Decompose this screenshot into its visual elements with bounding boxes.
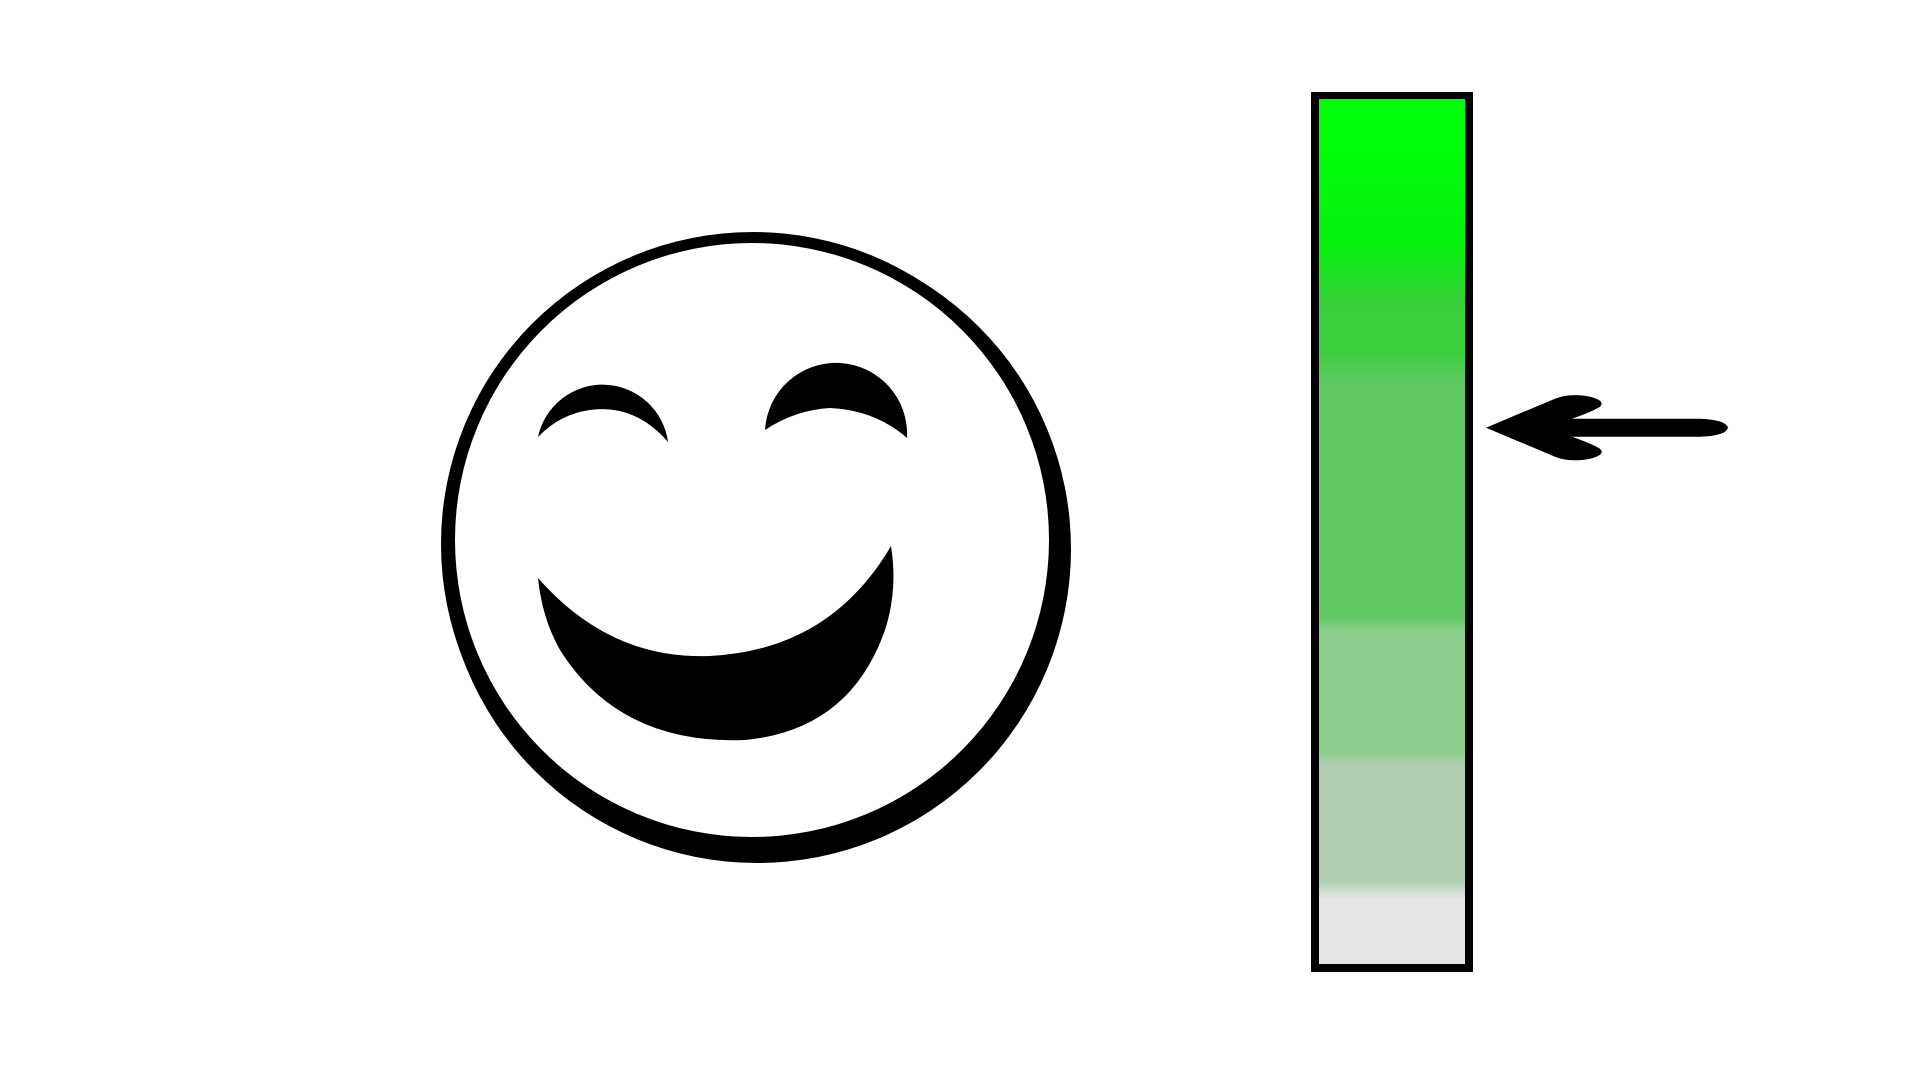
happy-face-icon — [441, 232, 1071, 863]
arrow-shaft — [1560, 418, 1728, 437]
meter-fill — [1319, 99, 1465, 964]
mouth-icon — [538, 546, 894, 741]
level-meter — [1311, 92, 1473, 972]
face-fill — [455, 243, 1049, 837]
left-eye-icon — [538, 384, 668, 442]
right-eye-icon — [765, 362, 908, 438]
arrow-head — [1486, 395, 1602, 461]
arrow-left-icon — [1486, 395, 1728, 461]
